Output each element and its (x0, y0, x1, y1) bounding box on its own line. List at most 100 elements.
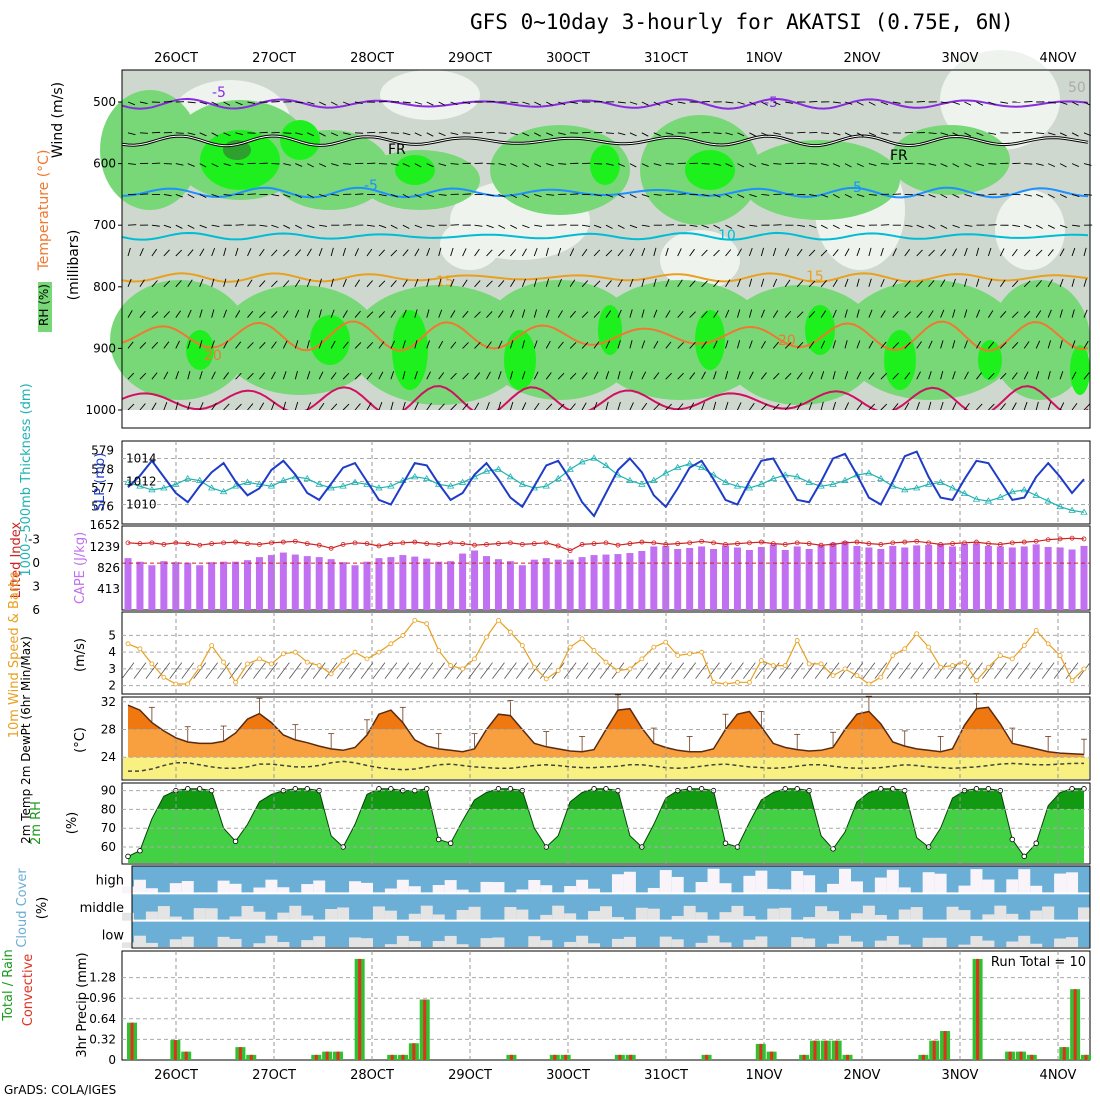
ylabel-rh2m-units: (%) (65, 812, 80, 835)
wind10-point (664, 640, 668, 644)
cloud-block (134, 880, 146, 894)
rh-saturated-area (685, 150, 735, 190)
wind10-point (819, 662, 823, 666)
cloud-block (313, 880, 325, 893)
cape-tick-label: 1239 (89, 540, 120, 554)
cloud-block (672, 877, 684, 893)
wind10-point (353, 650, 357, 654)
wind10-point (389, 642, 393, 646)
cloud-block (1030, 886, 1042, 894)
cloud-block (182, 881, 194, 893)
wind-barb (988, 225, 996, 226)
ylabel-precip-total: Total / Rain (1, 949, 16, 1022)
cape-bar (280, 553, 287, 610)
cloud-block (851, 881, 863, 893)
slp-tick-label: 1014 (126, 452, 157, 466)
cloud-block (1006, 879, 1018, 893)
wind-barb (893, 194, 901, 195)
date-label-bottom: 28OCT (350, 1068, 394, 1083)
wind10-point (1058, 654, 1062, 658)
cloud-block (146, 912, 158, 921)
cape-bar (148, 565, 155, 610)
wind-barb (343, 225, 351, 226)
cloud-block (982, 941, 994, 948)
cloud-block (803, 939, 815, 948)
rh-saturated-area (695, 310, 725, 370)
cloud-block (791, 871, 803, 893)
wind10-point (234, 680, 238, 684)
cloud-block (289, 906, 301, 921)
precip-convective-bar (944, 1031, 947, 1060)
cloud-block (839, 936, 851, 948)
wind10-point (496, 618, 500, 622)
cloud-block (875, 941, 887, 948)
cape-bar (806, 549, 813, 610)
cape-bar (483, 556, 490, 610)
precip-convective-bar (835, 1041, 838, 1060)
cape-bar (328, 559, 335, 610)
li-tick-label: 3 (32, 580, 40, 594)
date-label-top: 29OCT (448, 51, 492, 66)
cloud-block (576, 936, 588, 948)
wind10-point (640, 657, 644, 661)
cape-bar (519, 565, 526, 610)
wind10-point (186, 682, 190, 686)
cape-bar (1033, 544, 1040, 610)
cape-bar (435, 562, 442, 610)
page-title: GFS 0~10day 3-hourly for AKATSI (0.75E, … (470, 10, 1014, 34)
li-tick-label: 0 (32, 556, 40, 570)
cloud-block (935, 874, 947, 894)
date-label-top: 28OCT (350, 51, 394, 66)
cloud-block (839, 869, 851, 894)
cape-bar (208, 562, 215, 610)
cape-bar (997, 546, 1004, 610)
contour-label: FR (388, 142, 406, 158)
cloud-block (528, 880, 540, 893)
cape-bar (925, 545, 932, 610)
cape-tick-label: 826 (97, 561, 120, 575)
cloud-block (265, 880, 277, 894)
wind-barb (702, 101, 710, 102)
precip-convective-bar (976, 959, 979, 1060)
wind10-point (915, 632, 919, 636)
wind10-point (795, 638, 799, 642)
cape-bar (1069, 549, 1076, 610)
wind10-point (592, 648, 596, 652)
wind10-point (568, 645, 572, 649)
cloud-block (218, 937, 230, 948)
wind10-point (604, 660, 608, 664)
ylabel-wind: Wind (m/s) (50, 82, 66, 158)
cloud-block (445, 880, 457, 893)
panel-frame (122, 441, 1090, 524)
contour-label: -5 (212, 85, 226, 101)
wind10-point (281, 652, 285, 656)
rh-saturated-area (1070, 345, 1090, 395)
cloud-block (170, 883, 182, 893)
ylabel-rh2m: 2m RH (29, 801, 44, 845)
wind10-point (580, 637, 584, 641)
wind10-point (998, 654, 1002, 658)
cloud-block (230, 939, 242, 948)
rh-saturated-area (200, 130, 280, 190)
wind10-point (628, 667, 632, 671)
wind10-point (700, 650, 704, 654)
precip-convective-bar (423, 999, 426, 1060)
ylabel-slp: SLP (mb) (93, 453, 108, 512)
rh-point (448, 841, 453, 846)
cloud-block (708, 869, 720, 894)
wind-barb (379, 101, 387, 102)
cloud-block (301, 884, 313, 893)
cape-bar (256, 557, 263, 610)
precip-convective-bar (1030, 1055, 1033, 1060)
ylabel-rh: RH (%) (37, 284, 51, 326)
wind10-point (974, 679, 978, 683)
cloud-block (481, 938, 493, 948)
precip-convective-bar (412, 1043, 415, 1060)
wind10-point (939, 665, 943, 669)
cape-bar (985, 546, 992, 610)
cloud-block (720, 883, 732, 893)
cape-bar (244, 560, 251, 610)
cape-bar (734, 547, 741, 610)
cape-bar (232, 562, 239, 610)
